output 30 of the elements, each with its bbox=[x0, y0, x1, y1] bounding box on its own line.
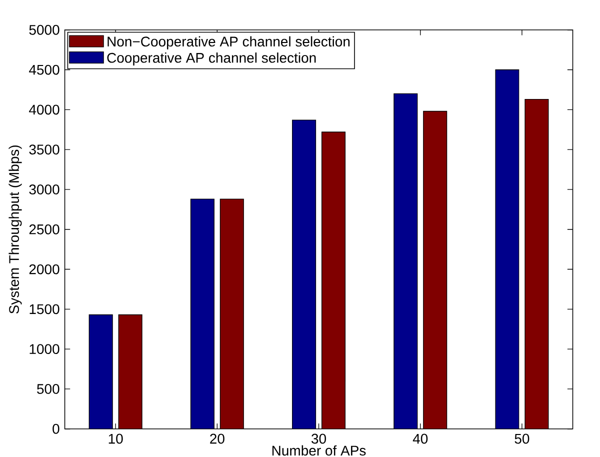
y-tick-label: 1500 bbox=[30, 304, 60, 314]
bar bbox=[118, 314, 142, 429]
y-tick-label: 3000 bbox=[29, 184, 60, 194]
x-tick-label: 50 bbox=[514, 434, 530, 444]
bar bbox=[220, 198, 244, 429]
bar bbox=[423, 110, 448, 429]
y-tick-label: 1000 bbox=[30, 344, 60, 354]
y-tick-label: 2000 bbox=[29, 264, 60, 274]
bar bbox=[88, 314, 113, 429]
bar bbox=[524, 98, 549, 429]
y-tick-label: 0 bbox=[52, 424, 60, 434]
bar bbox=[190, 198, 214, 429]
bar bbox=[394, 93, 418, 429]
x-tick-label: 30 bbox=[312, 434, 326, 444]
bar bbox=[495, 69, 520, 429]
y-tick-label: 5000 bbox=[29, 24, 60, 35]
y-tick-label: 3500 bbox=[29, 144, 60, 155]
bar bbox=[321, 132, 346, 429]
x-tick-label: 10 bbox=[108, 434, 123, 444]
bar bbox=[292, 120, 316, 429]
legend-label: Cooperative AP channel selection bbox=[107, 52, 316, 66]
x-tick-label: 40 bbox=[412, 434, 428, 444]
y-tick-label: 4500 bbox=[29, 64, 60, 75]
x-tick-label: 20 bbox=[210, 434, 224, 444]
y-tick-label: 2500 bbox=[29, 224, 60, 234]
y-tick-label: 500 bbox=[37, 384, 60, 394]
legend-label: Non−Cooperative AP channel selection bbox=[108, 36, 350, 50]
x-axis-title: Number of APs bbox=[272, 445, 366, 456]
y-tick-label: 4000 bbox=[29, 104, 60, 115]
y-axis-title: System Throughput (Mbps) bbox=[8, 145, 22, 314]
